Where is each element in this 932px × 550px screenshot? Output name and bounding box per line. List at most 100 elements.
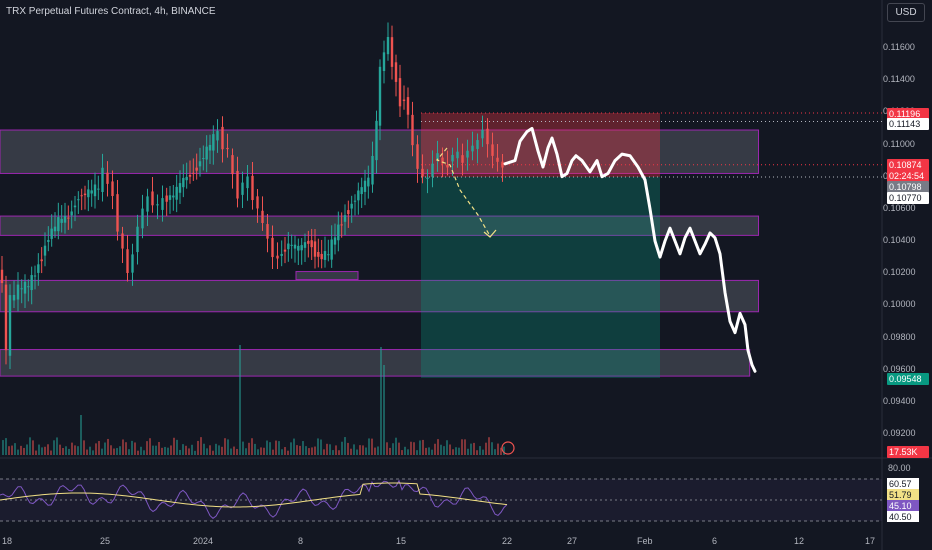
volume-bar	[206, 448, 208, 455]
volume-bar	[497, 443, 499, 455]
candle-body	[276, 255, 279, 259]
small-zone	[295, 271, 359, 281]
volume-bar	[335, 445, 337, 455]
volume-bar	[314, 446, 316, 455]
candle-body	[300, 245, 303, 251]
volume-bar	[269, 442, 271, 455]
volume-bar	[116, 448, 118, 455]
candle-body	[340, 224, 343, 226]
volume-bar	[287, 450, 289, 455]
candle-body	[347, 210, 350, 215]
candle-body	[378, 66, 382, 126]
volume-bar	[221, 446, 223, 455]
volume-bar	[449, 444, 451, 455]
candle-body	[246, 176, 249, 189]
volume-bar	[182, 444, 184, 455]
candle-body	[165, 195, 168, 202]
volume-bar	[311, 447, 313, 455]
volume-bar	[332, 450, 334, 455]
volume-bar	[140, 446, 142, 455]
y-tick-label: 0.11000	[883, 138, 915, 149]
volume-bar	[434, 443, 436, 455]
candle-body	[320, 253, 323, 260]
volume-bar	[440, 444, 442, 455]
sr-zone-2	[0, 279, 760, 313]
volume-bar	[176, 439, 178, 455]
candle-body	[471, 145, 474, 152]
candle-body	[90, 190, 93, 194]
volume-bar	[296, 445, 298, 455]
volume-bar	[83, 440, 85, 455]
volume-bar	[131, 440, 133, 455]
volume-bar	[170, 445, 172, 455]
candle-body	[151, 191, 154, 206]
volume-bar	[365, 447, 367, 455]
volume-bar	[230, 448, 232, 455]
candle-body	[47, 240, 50, 242]
volume-bar	[275, 440, 277, 455]
replay-icon	[501, 441, 515, 455]
candle-body	[343, 215, 347, 222]
volume-bar	[32, 440, 34, 455]
candle-body	[20, 288, 23, 290]
rsi-value-badge: 51.79	[887, 489, 919, 500]
y-tick-label: 0.10400	[883, 235, 916, 245]
candle-body	[496, 157, 499, 162]
volume-bar	[305, 446, 307, 455]
candle-body	[441, 157, 444, 164]
volume-bar	[158, 442, 160, 455]
volume-bar	[86, 449, 88, 455]
candle-body	[63, 215, 67, 223]
volume-bar	[5, 438, 7, 455]
currency-button[interactable]: USD	[887, 3, 925, 22]
volume-bar	[416, 450, 418, 455]
level-low-badge: 0.10770	[887, 192, 929, 204]
candle-body	[375, 120, 378, 161]
candle-body	[121, 233, 124, 249]
volume-bar	[326, 443, 328, 455]
volume-bar	[74, 445, 76, 455]
volume-bar	[68, 448, 70, 455]
x-tick-label: 15	[396, 536, 407, 546]
volume-bar	[146, 441, 148, 455]
volume-bar	[251, 438, 253, 455]
volume-bar	[353, 444, 355, 455]
candle-body	[327, 254, 330, 256]
volume-bar	[194, 450, 196, 455]
volume-bar	[341, 441, 343, 455]
volume-bar	[44, 446, 46, 455]
rsi-tick-80: 80.00	[888, 463, 911, 473]
volume-bar	[461, 439, 463, 455]
volume-bar	[419, 440, 421, 455]
candle-body	[293, 244, 297, 249]
candle-body	[283, 249, 287, 252]
volume-bar	[125, 442, 127, 455]
countdown-badge: 02:24:54	[887, 170, 929, 182]
volume-bar	[239, 345, 241, 455]
candle-body	[382, 52, 386, 71]
volume-bar	[407, 449, 409, 455]
volume-bar	[320, 439, 322, 455]
candle-body	[185, 176, 188, 181]
candle-body	[280, 253, 283, 256]
candle-body	[390, 37, 394, 67]
candle-body	[70, 211, 73, 216]
volume-bar	[26, 444, 28, 455]
volume-bar	[59, 444, 61, 455]
volume-bar	[143, 450, 145, 455]
volume-bar	[92, 450, 94, 455]
candle-body	[27, 286, 30, 288]
candle-body	[236, 170, 239, 199]
volume-bar	[35, 450, 37, 455]
candle-body	[216, 130, 219, 141]
candle-body	[0, 269, 4, 284]
volume-bar	[278, 441, 280, 455]
volume-bar	[368, 438, 370, 455]
volume-bar	[410, 441, 412, 455]
candle-body	[116, 194, 119, 232]
volume-bar	[137, 450, 139, 455]
volume-bar	[374, 447, 376, 455]
candle-body	[4, 284, 8, 351]
candle-body	[317, 251, 320, 257]
